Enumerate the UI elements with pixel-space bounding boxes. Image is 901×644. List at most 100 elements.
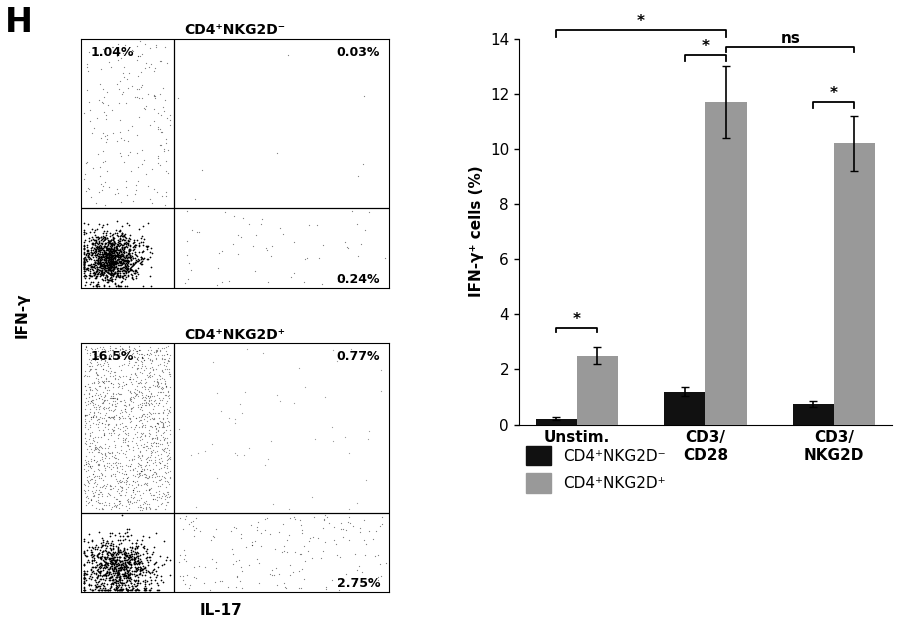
Point bbox=[287, 398, 301, 408]
Point bbox=[99, 416, 114, 426]
Point bbox=[122, 460, 136, 471]
Point bbox=[80, 475, 95, 486]
Point bbox=[84, 412, 98, 422]
Point bbox=[121, 348, 135, 358]
Point bbox=[153, 430, 168, 440]
Point bbox=[163, 370, 177, 381]
Point bbox=[150, 432, 164, 442]
Point bbox=[83, 350, 97, 361]
Point bbox=[99, 403, 114, 413]
Point bbox=[122, 504, 136, 514]
Point bbox=[82, 557, 96, 567]
Point bbox=[130, 251, 144, 261]
Point bbox=[105, 379, 120, 389]
Point bbox=[106, 574, 121, 584]
Point bbox=[114, 510, 129, 520]
Point bbox=[99, 260, 114, 270]
Point bbox=[360, 574, 375, 585]
Point bbox=[132, 442, 146, 453]
Point bbox=[123, 259, 137, 269]
Point bbox=[106, 382, 121, 392]
Point bbox=[123, 569, 137, 579]
Point bbox=[85, 585, 99, 595]
Point bbox=[95, 263, 109, 273]
Point bbox=[119, 262, 133, 272]
Point bbox=[104, 549, 118, 559]
Point bbox=[254, 528, 268, 538]
Point bbox=[119, 268, 133, 278]
Point bbox=[123, 576, 137, 586]
Point bbox=[133, 446, 148, 456]
Point bbox=[138, 575, 152, 585]
Point bbox=[157, 472, 171, 482]
Text: *: * bbox=[830, 86, 838, 100]
Point bbox=[110, 258, 124, 268]
Point bbox=[137, 155, 151, 166]
Point bbox=[125, 345, 140, 355]
Point bbox=[117, 135, 132, 146]
Point bbox=[77, 548, 91, 558]
Point bbox=[150, 426, 165, 437]
Point bbox=[100, 491, 114, 502]
Point bbox=[96, 571, 111, 581]
Point bbox=[81, 252, 96, 262]
Point bbox=[97, 480, 112, 490]
Point bbox=[105, 276, 119, 287]
Point bbox=[159, 361, 173, 371]
Point bbox=[113, 545, 127, 556]
Point bbox=[142, 342, 157, 352]
Point bbox=[102, 498, 116, 508]
Point bbox=[122, 444, 136, 454]
Point bbox=[96, 269, 110, 279]
Point bbox=[103, 254, 117, 264]
Point bbox=[146, 380, 160, 390]
Point bbox=[108, 268, 123, 278]
Point bbox=[95, 266, 109, 276]
Point bbox=[95, 571, 109, 582]
Point bbox=[87, 574, 102, 585]
Point bbox=[83, 475, 97, 485]
Point bbox=[359, 475, 374, 486]
Point bbox=[119, 583, 133, 594]
Point bbox=[104, 579, 118, 589]
Point bbox=[102, 258, 116, 269]
Point bbox=[259, 460, 273, 470]
Point bbox=[86, 489, 101, 500]
Point bbox=[106, 568, 121, 578]
Point bbox=[119, 264, 133, 274]
Point bbox=[286, 567, 300, 578]
Point bbox=[118, 568, 132, 578]
Point bbox=[143, 455, 158, 465]
Point bbox=[101, 447, 115, 457]
Point bbox=[123, 260, 138, 270]
Point bbox=[104, 354, 118, 365]
Point bbox=[124, 251, 139, 261]
Point bbox=[350, 218, 365, 229]
Point bbox=[105, 264, 120, 274]
Point bbox=[89, 352, 104, 363]
Point bbox=[102, 57, 116, 67]
Point bbox=[90, 254, 105, 265]
Point bbox=[152, 471, 167, 481]
Point bbox=[120, 423, 134, 433]
Point bbox=[116, 435, 131, 445]
Point bbox=[99, 546, 114, 556]
Point bbox=[154, 343, 168, 354]
Point bbox=[245, 540, 259, 551]
Point bbox=[192, 561, 206, 571]
Point bbox=[116, 251, 131, 261]
Point bbox=[142, 425, 157, 435]
Point bbox=[132, 247, 146, 258]
Point bbox=[100, 562, 114, 573]
Point bbox=[95, 222, 109, 232]
Point bbox=[96, 249, 110, 260]
Point bbox=[100, 270, 114, 281]
Point bbox=[126, 451, 141, 461]
Point bbox=[133, 259, 148, 269]
Point bbox=[341, 448, 356, 459]
Point bbox=[77, 264, 91, 274]
Point bbox=[90, 464, 105, 474]
Point bbox=[123, 264, 138, 274]
Point bbox=[121, 267, 135, 277]
Point bbox=[128, 471, 142, 481]
